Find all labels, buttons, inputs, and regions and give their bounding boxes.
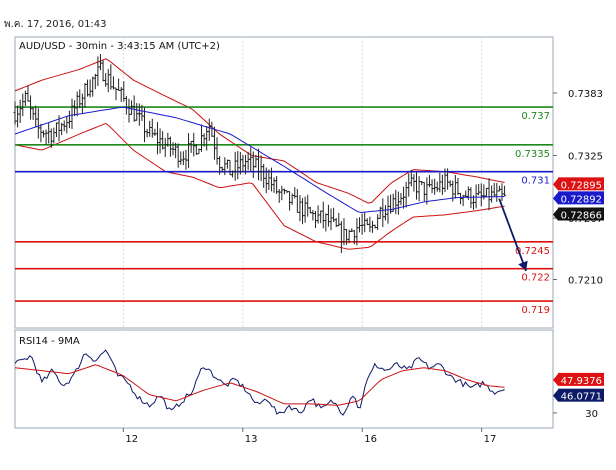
rsi-badge-label-0: 47.9376: [561, 376, 602, 387]
x-tick-label-3: 17: [484, 434, 497, 445]
rsi-badge-label-1: 46.0771: [561, 392, 602, 403]
main-plot-frame: [14, 36, 554, 329]
price-badge-0: [558, 177, 604, 191]
x-tick-label-1: 13: [245, 434, 258, 445]
projection-arrow-head: [518, 260, 528, 271]
rsi-chart-title: RSI14 - 9MA: [19, 336, 80, 347]
price-badge-1: [558, 191, 604, 205]
rsi-ma-line: [14, 364, 505, 406]
level-label-0: 0.737: [521, 111, 550, 122]
rsi-plot-frame: [14, 329, 554, 429]
price-badge-pointer-1: [553, 192, 558, 205]
y-tick-label-3: 0.7210: [568, 276, 603, 287]
level-label-1: 0.7335: [515, 149, 550, 160]
price-badge-pointer-0: [553, 178, 558, 191]
projection-arrow-shaft: [498, 198, 527, 272]
level-label-4: 0.722: [521, 273, 550, 284]
level-label-5: 0.719: [521, 305, 550, 316]
x-tick-label-2: 16: [364, 434, 377, 445]
moving-average-line: [14, 106, 505, 214]
level-label-2: 0.731: [521, 176, 550, 187]
bollinger-upper-line: [14, 58, 505, 204]
y-tick-label-1: 0.7325: [568, 152, 603, 163]
level-label-3: 0.7245: [515, 246, 550, 257]
rsi-y-tick-label-0: 30: [585, 409, 598, 420]
rsi-badge-0: [558, 372, 604, 386]
ohlc-bar: [503, 185, 507, 196]
price-badge-label-1: 0.72892: [561, 194, 602, 205]
price-badge-label-0: 0.72895: [561, 180, 602, 191]
y-tick-label-0: 0.7383: [568, 89, 603, 100]
rsi-line: [14, 349, 505, 416]
rsi-badge-pointer-0: [553, 373, 558, 386]
price-badge-label-2: 0.72866: [561, 211, 602, 222]
main-chart-title: AUD/USD - 30min - 3:43:15 AM (UTC+2): [19, 41, 220, 52]
price-badge-pointer-2: [553, 208, 558, 221]
rsi-badge-1: [558, 388, 604, 402]
bollinger-lower-line: [14, 122, 505, 250]
x-tick-label-0: 12: [125, 434, 138, 445]
rsi-badge-pointer-1: [553, 389, 558, 402]
price-badge-2: [558, 207, 604, 221]
timestamp: พ.ค. 17, 2016, 01:43: [4, 19, 107, 30]
